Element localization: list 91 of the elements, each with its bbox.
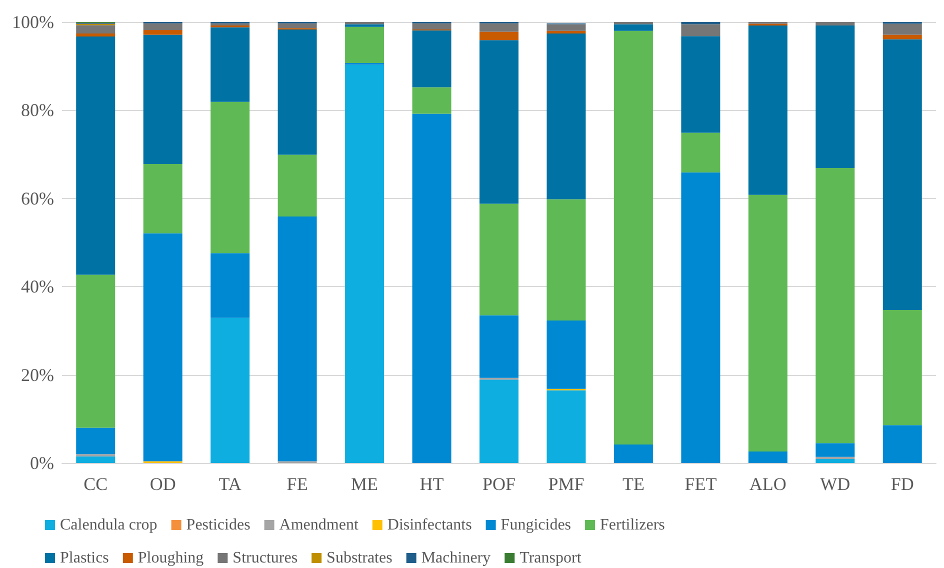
legend-label: Calendula crop <box>60 516 158 534</box>
bar <box>278 216 317 462</box>
legend-label: Transport <box>520 550 582 566</box>
bar <box>143 23 182 30</box>
bar <box>882 39 922 310</box>
bar <box>546 30 586 34</box>
bar <box>816 168 855 444</box>
legend-label: Machinery <box>421 550 491 566</box>
bar <box>681 172 720 463</box>
bar <box>143 30 182 35</box>
bar <box>882 425 922 463</box>
bar <box>816 459 855 463</box>
x-tick-label: WD <box>820 474 850 494</box>
bar <box>278 29 317 155</box>
bar <box>278 23 317 28</box>
legend-label: Substrates <box>326 550 392 566</box>
legend-label: Ploughing <box>138 550 204 566</box>
bar <box>143 34 182 164</box>
bar <box>412 23 452 30</box>
bar <box>748 26 788 195</box>
bar <box>412 114 452 463</box>
legend-label: Structures <box>232 550 298 566</box>
bar <box>480 204 518 316</box>
bar <box>76 428 116 454</box>
bar <box>681 36 720 133</box>
bar <box>345 24 384 27</box>
x-tick-label: TA <box>218 474 242 494</box>
bar <box>681 24 720 36</box>
legend-label: Disinfectants <box>387 516 472 534</box>
legend-label: Fertilizers <box>600 516 665 534</box>
y-tick-label: 40% <box>21 276 54 297</box>
bar <box>480 32 518 40</box>
y-tick-label: 100% <box>12 12 54 32</box>
bar <box>816 22 855 26</box>
bar <box>210 253 250 318</box>
bar <box>345 64 384 463</box>
x-tick-label: PMF <box>548 474 584 494</box>
bar <box>546 320 586 389</box>
bar <box>546 199 586 321</box>
bar <box>76 36 116 275</box>
bar <box>210 23 250 26</box>
bar <box>76 456 116 463</box>
bar <box>614 30 653 444</box>
bar <box>412 87 452 114</box>
x-tick-label: POF <box>482 474 516 494</box>
bar <box>816 456 855 460</box>
x-tick-label: FD <box>890 474 914 494</box>
x-tick-label: OD <box>150 474 176 494</box>
bar <box>882 34 922 40</box>
bar <box>345 26 384 64</box>
bar <box>412 30 452 88</box>
y-tick-label: 0% <box>30 453 54 473</box>
bar <box>480 23 518 32</box>
legend-label: Plastics <box>60 550 109 566</box>
bar <box>143 233 182 462</box>
legend-label: Pesticides <box>186 516 250 534</box>
bar <box>76 33 116 37</box>
bar <box>278 154 317 216</box>
bar <box>748 452 788 463</box>
bar <box>816 443 855 457</box>
bar <box>546 33 586 200</box>
x-tick-label: HT <box>420 474 444 494</box>
bar <box>546 24 586 31</box>
bar <box>546 390 586 463</box>
bar <box>816 26 855 168</box>
bar <box>748 194 788 452</box>
bar <box>210 102 250 254</box>
y-tick-label: 60% <box>21 188 54 208</box>
bar <box>480 40 518 204</box>
bar <box>210 27 250 102</box>
y-tick-label: 80% <box>21 100 54 120</box>
bar <box>480 315 518 378</box>
x-tick-label: TE <box>622 474 644 494</box>
x-tick-label: FE <box>286 474 308 494</box>
bar <box>76 274 116 428</box>
bar <box>614 444 653 463</box>
x-tick-label: ALO <box>749 474 786 494</box>
bar <box>614 24 653 31</box>
bar <box>480 380 518 463</box>
bar <box>882 24 922 35</box>
y-tick-label: 20% <box>21 364 54 385</box>
bar <box>882 310 922 426</box>
bar <box>76 25 116 34</box>
legend-label: Amendment <box>279 516 359 534</box>
x-tick-label: FET <box>684 474 717 494</box>
bar <box>143 164 182 234</box>
x-tick-label: CC <box>84 474 108 494</box>
x-tick-label: ME <box>351 474 378 494</box>
bar <box>681 132 720 172</box>
bar <box>210 318 250 463</box>
legend-label: Fungicides <box>500 516 572 534</box>
